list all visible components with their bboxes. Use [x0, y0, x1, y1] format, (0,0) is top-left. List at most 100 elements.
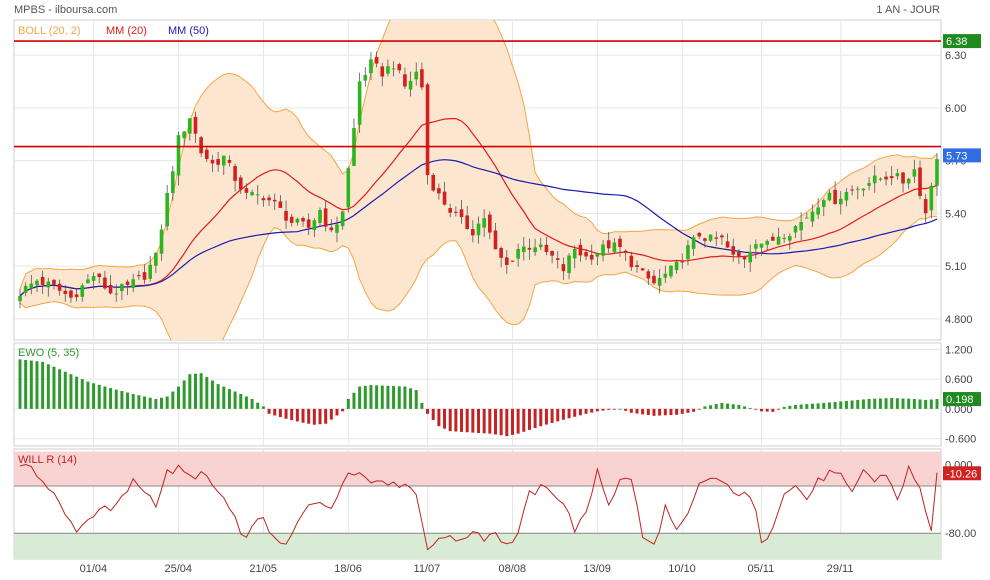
candle: [544, 236, 549, 256]
ewo-bar: [590, 408, 594, 413]
ewo-bar: [216, 384, 220, 409]
ewo-bar: [788, 405, 792, 409]
candle: [850, 185, 854, 196]
candle-body: [182, 131, 186, 139]
candle: [737, 249, 741, 265]
candle-body: [646, 271, 651, 279]
candle: [63, 285, 68, 302]
candle-body: [759, 243, 764, 248]
ewo-bar: [505, 408, 509, 437]
ewo-bar: [176, 386, 180, 409]
candle-body: [720, 235, 724, 238]
value-badge: [943, 148, 981, 163]
ewo-bar: [692, 408, 696, 412]
x-axis-tick: 29/11: [827, 563, 854, 575]
ewo-bar: [861, 399, 865, 409]
ewo-bar: [409, 388, 413, 409]
candle-body: [425, 84, 430, 176]
candle: [895, 168, 900, 180]
candle: [267, 194, 271, 206]
price-y-tick: 6.00: [945, 103, 966, 115]
ewo-bar: [256, 402, 260, 409]
candle-body: [386, 66, 390, 74]
candle-body: [906, 178, 911, 184]
candle: [884, 171, 888, 186]
ewo-bar: [403, 386, 407, 409]
candle-body: [448, 208, 452, 213]
ewo-bar: [675, 408, 679, 415]
candle: [363, 66, 368, 87]
candle: [754, 239, 758, 259]
candle-body: [301, 218, 305, 222]
value-badge-text: 5.73: [946, 150, 967, 162]
candle: [923, 194, 928, 224]
ewo-bar: [126, 392, 130, 409]
candle: [731, 238, 736, 262]
candle-body: [380, 66, 385, 77]
candle-body: [918, 167, 922, 197]
candle-body: [204, 149, 209, 160]
ewo-bar: [52, 366, 56, 409]
ewo-bar: [737, 404, 741, 409]
ewo-bar: [312, 408, 316, 425]
period-label[interactable]: 1 AN - JOUR: [876, 4, 940, 16]
candle: [295, 217, 300, 226]
candle: [748, 244, 753, 273]
ewo-bar: [663, 408, 667, 416]
ewo-y-tick: 1.200: [945, 344, 973, 356]
price-y-tick: 4.800: [945, 314, 973, 326]
candle-body: [125, 281, 130, 286]
ewo-bar: [567, 408, 571, 419]
candle-body: [521, 246, 526, 253]
candle-body: [221, 155, 226, 166]
candle-body: [374, 57, 379, 64]
ewo-bar: [901, 398, 905, 409]
candle-body: [420, 69, 424, 88]
candle: [765, 239, 769, 252]
candle-body: [284, 210, 288, 221]
ewo-bar: [114, 389, 118, 409]
ewo-bar: [929, 399, 933, 409]
candle-body: [663, 273, 668, 278]
candle-body: [171, 171, 175, 194]
candle-body: [431, 174, 436, 191]
candle: [57, 279, 62, 296]
candle: [289, 214, 294, 227]
candle: [238, 175, 243, 194]
price-y-tick: 6.30: [945, 50, 966, 62]
value-badge: [943, 466, 981, 481]
candle-body: [878, 178, 883, 180]
candle-body: [510, 260, 515, 262]
candle-body: [793, 226, 798, 233]
candle-body: [827, 192, 832, 201]
ewo-y-tick: 0.600: [945, 374, 973, 386]
ewo-bar: [414, 390, 418, 409]
candle-body: [516, 249, 520, 259]
ewo-bar: [652, 408, 656, 416]
candle: [669, 265, 673, 279]
ewo-bar: [92, 383, 96, 409]
mm20-line: [19, 118, 938, 297]
ewo-bar: [233, 391, 237, 409]
candle: [589, 244, 594, 265]
candle: [23, 282, 28, 297]
candle-body: [708, 234, 713, 241]
ewo-bar: [918, 399, 922, 409]
ewo-bar: [573, 408, 577, 417]
ewo-bar: [284, 408, 288, 419]
candle-body: [782, 237, 786, 240]
candle: [357, 72, 362, 133]
candle: [827, 189, 832, 202]
bollinger-lower-line: [19, 215, 938, 340]
candle-body: [499, 247, 503, 258]
candle: [465, 206, 469, 230]
candle-body: [527, 247, 532, 250]
candle: [550, 250, 554, 264]
x-axis-tick: 01/04: [80, 563, 108, 575]
chart-header: MPBS - ilboursa.com 1 AN - JOUR: [0, 0, 990, 20]
ewo-bar: [103, 386, 107, 409]
candle-body: [63, 290, 68, 295]
ewo-bar: [58, 369, 62, 409]
ewo-bar: [80, 379, 84, 409]
